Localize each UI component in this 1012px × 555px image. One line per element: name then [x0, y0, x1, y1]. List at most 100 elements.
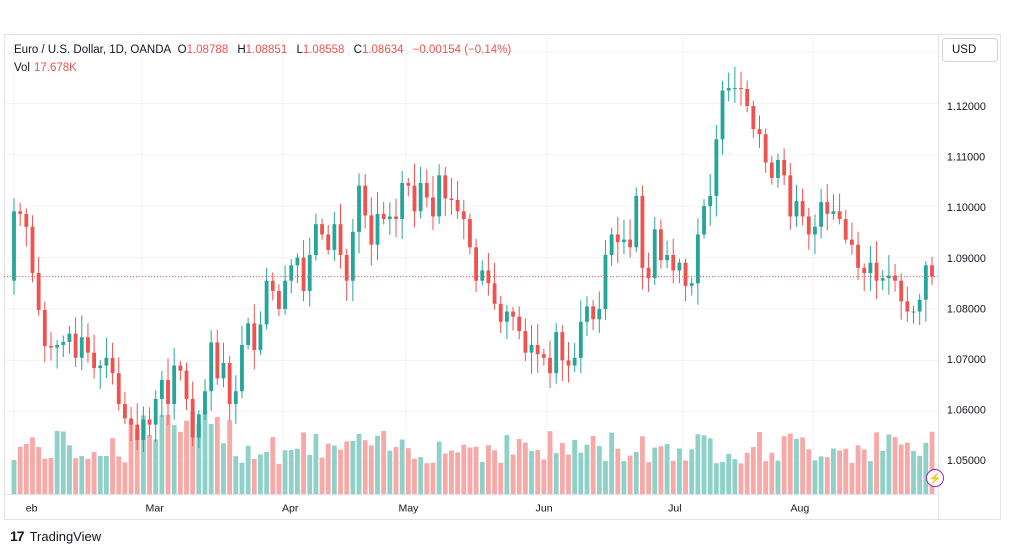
candle-body: [794, 201, 799, 217]
candle-body: [221, 362, 226, 379]
price-chart[interactable]: [4, 34, 938, 520]
candle-body: [646, 267, 651, 279]
y-tick-label: 1.08000: [947, 303, 986, 315]
candle-body: [776, 159, 780, 178]
volume-bar: [190, 411, 196, 494]
volume-bar: [695, 434, 701, 494]
volume-bar: [245, 445, 251, 494]
candle-body: [689, 283, 694, 286]
x-tick-label: Aug: [790, 502, 809, 514]
currency-button[interactable]: USD: [942, 38, 998, 62]
volume-bar: [313, 434, 319, 494]
volume-bar: [732, 459, 738, 494]
volume-bar: [258, 454, 263, 494]
high-label: H: [237, 44, 246, 56]
tradingview-logo[interactable]: 17 TradingView: [10, 528, 101, 544]
volume-bar: [449, 450, 454, 494]
volume-bar: [60, 431, 66, 494]
candle-body: [320, 224, 324, 235]
volume-bar: [627, 455, 633, 494]
volume-bar: [473, 446, 479, 494]
volume-bar: [670, 460, 676, 494]
open-value: 1.08788: [186, 44, 229, 56]
volume-bar: [800, 437, 806, 494]
candle-body: [129, 418, 133, 425]
volume-bar: [405, 448, 411, 494]
x-tick-label: May: [399, 502, 420, 514]
volume-bar: [140, 415, 146, 494]
volume-bar: [818, 456, 824, 494]
candle-body: [86, 337, 90, 353]
volume-bar: [917, 455, 923, 494]
volume-bar: [79, 456, 85, 494]
candle-body: [511, 311, 515, 317]
candle-body: [258, 324, 263, 351]
candle-body: [455, 200, 460, 212]
candle-body: [702, 206, 706, 235]
volume-bar: [85, 458, 91, 494]
volume-bar: [424, 463, 430, 494]
candle-body: [443, 175, 448, 199]
volume-bar: [412, 458, 417, 494]
volume-bar: [110, 438, 115, 494]
volume-bar: [535, 449, 541, 494]
volume-bar: [750, 447, 756, 494]
candle-body: [277, 290, 281, 309]
volume-bar: [116, 456, 122, 494]
volume-bar: [701, 435, 707, 494]
candle-body: [92, 352, 97, 369]
candle-body: [899, 280, 904, 302]
candle-body: [394, 216, 398, 220]
volume-bar: [498, 462, 504, 494]
volume-bar: [566, 454, 571, 494]
candle-body: [461, 211, 466, 220]
candle-body: [504, 311, 509, 322]
candle-body: [73, 333, 78, 358]
volume-bar: [307, 454, 313, 494]
volume-bar: [350, 440, 356, 494]
volume-bar: [880, 450, 886, 494]
volume-bar: [184, 420, 189, 494]
candle-body: [332, 224, 337, 250]
candle-body: [159, 379, 164, 399]
volume-bar: [387, 450, 393, 494]
x-tick-label: Apr: [282, 502, 299, 514]
candle-body: [572, 357, 577, 366]
candle-body: [122, 404, 127, 419]
volume-bar: [720, 461, 725, 494]
volume-bar: [898, 444, 904, 494]
volume-bar: [559, 442, 565, 494]
candle-body: [862, 267, 867, 273]
volume-bar: [572, 439, 578, 494]
volume-bar: [689, 449, 695, 494]
volume-bar: [264, 451, 270, 494]
candle-body: [893, 275, 897, 281]
candle-body: [566, 360, 571, 366]
x-tick-label: Jun: [536, 502, 553, 514]
candle-body: [215, 342, 220, 379]
candle-body: [387, 216, 392, 220]
y-tick-label: 1.12000: [947, 101, 986, 113]
time-axis[interactable]: eb Mar Apr May Jun Jul Aug: [4, 494, 938, 520]
volume-bar: [122, 462, 128, 494]
candle-body: [911, 311, 916, 313]
volume-bar: [165, 414, 171, 494]
volume-bar: [658, 446, 664, 494]
chart-legend: Euro / U.S. Dollar, 1D, OANDA O1.08788 H…: [14, 41, 511, 77]
price-axis[interactable]: 1.130001.120001.110001.100001.090001.080…: [938, 34, 1001, 520]
candle-body: [350, 231, 355, 281]
lightning-icon[interactable]: ⚡: [926, 469, 944, 487]
tradingview-mark-icon: 17: [10, 528, 25, 544]
candle-body: [640, 195, 645, 268]
volume-bar: [147, 435, 152, 494]
volume-bar: [652, 447, 658, 494]
candle-body: [178, 365, 183, 371]
candle-body: [837, 211, 842, 220]
candle-body: [135, 424, 140, 441]
volume-bar: [590, 435, 596, 494]
candle-body: [301, 257, 306, 291]
volume-bar: [485, 445, 491, 494]
volume-bar: [282, 450, 288, 494]
y-tick-label: 1.11000: [947, 152, 985, 164]
volume-bar: [294, 448, 300, 494]
